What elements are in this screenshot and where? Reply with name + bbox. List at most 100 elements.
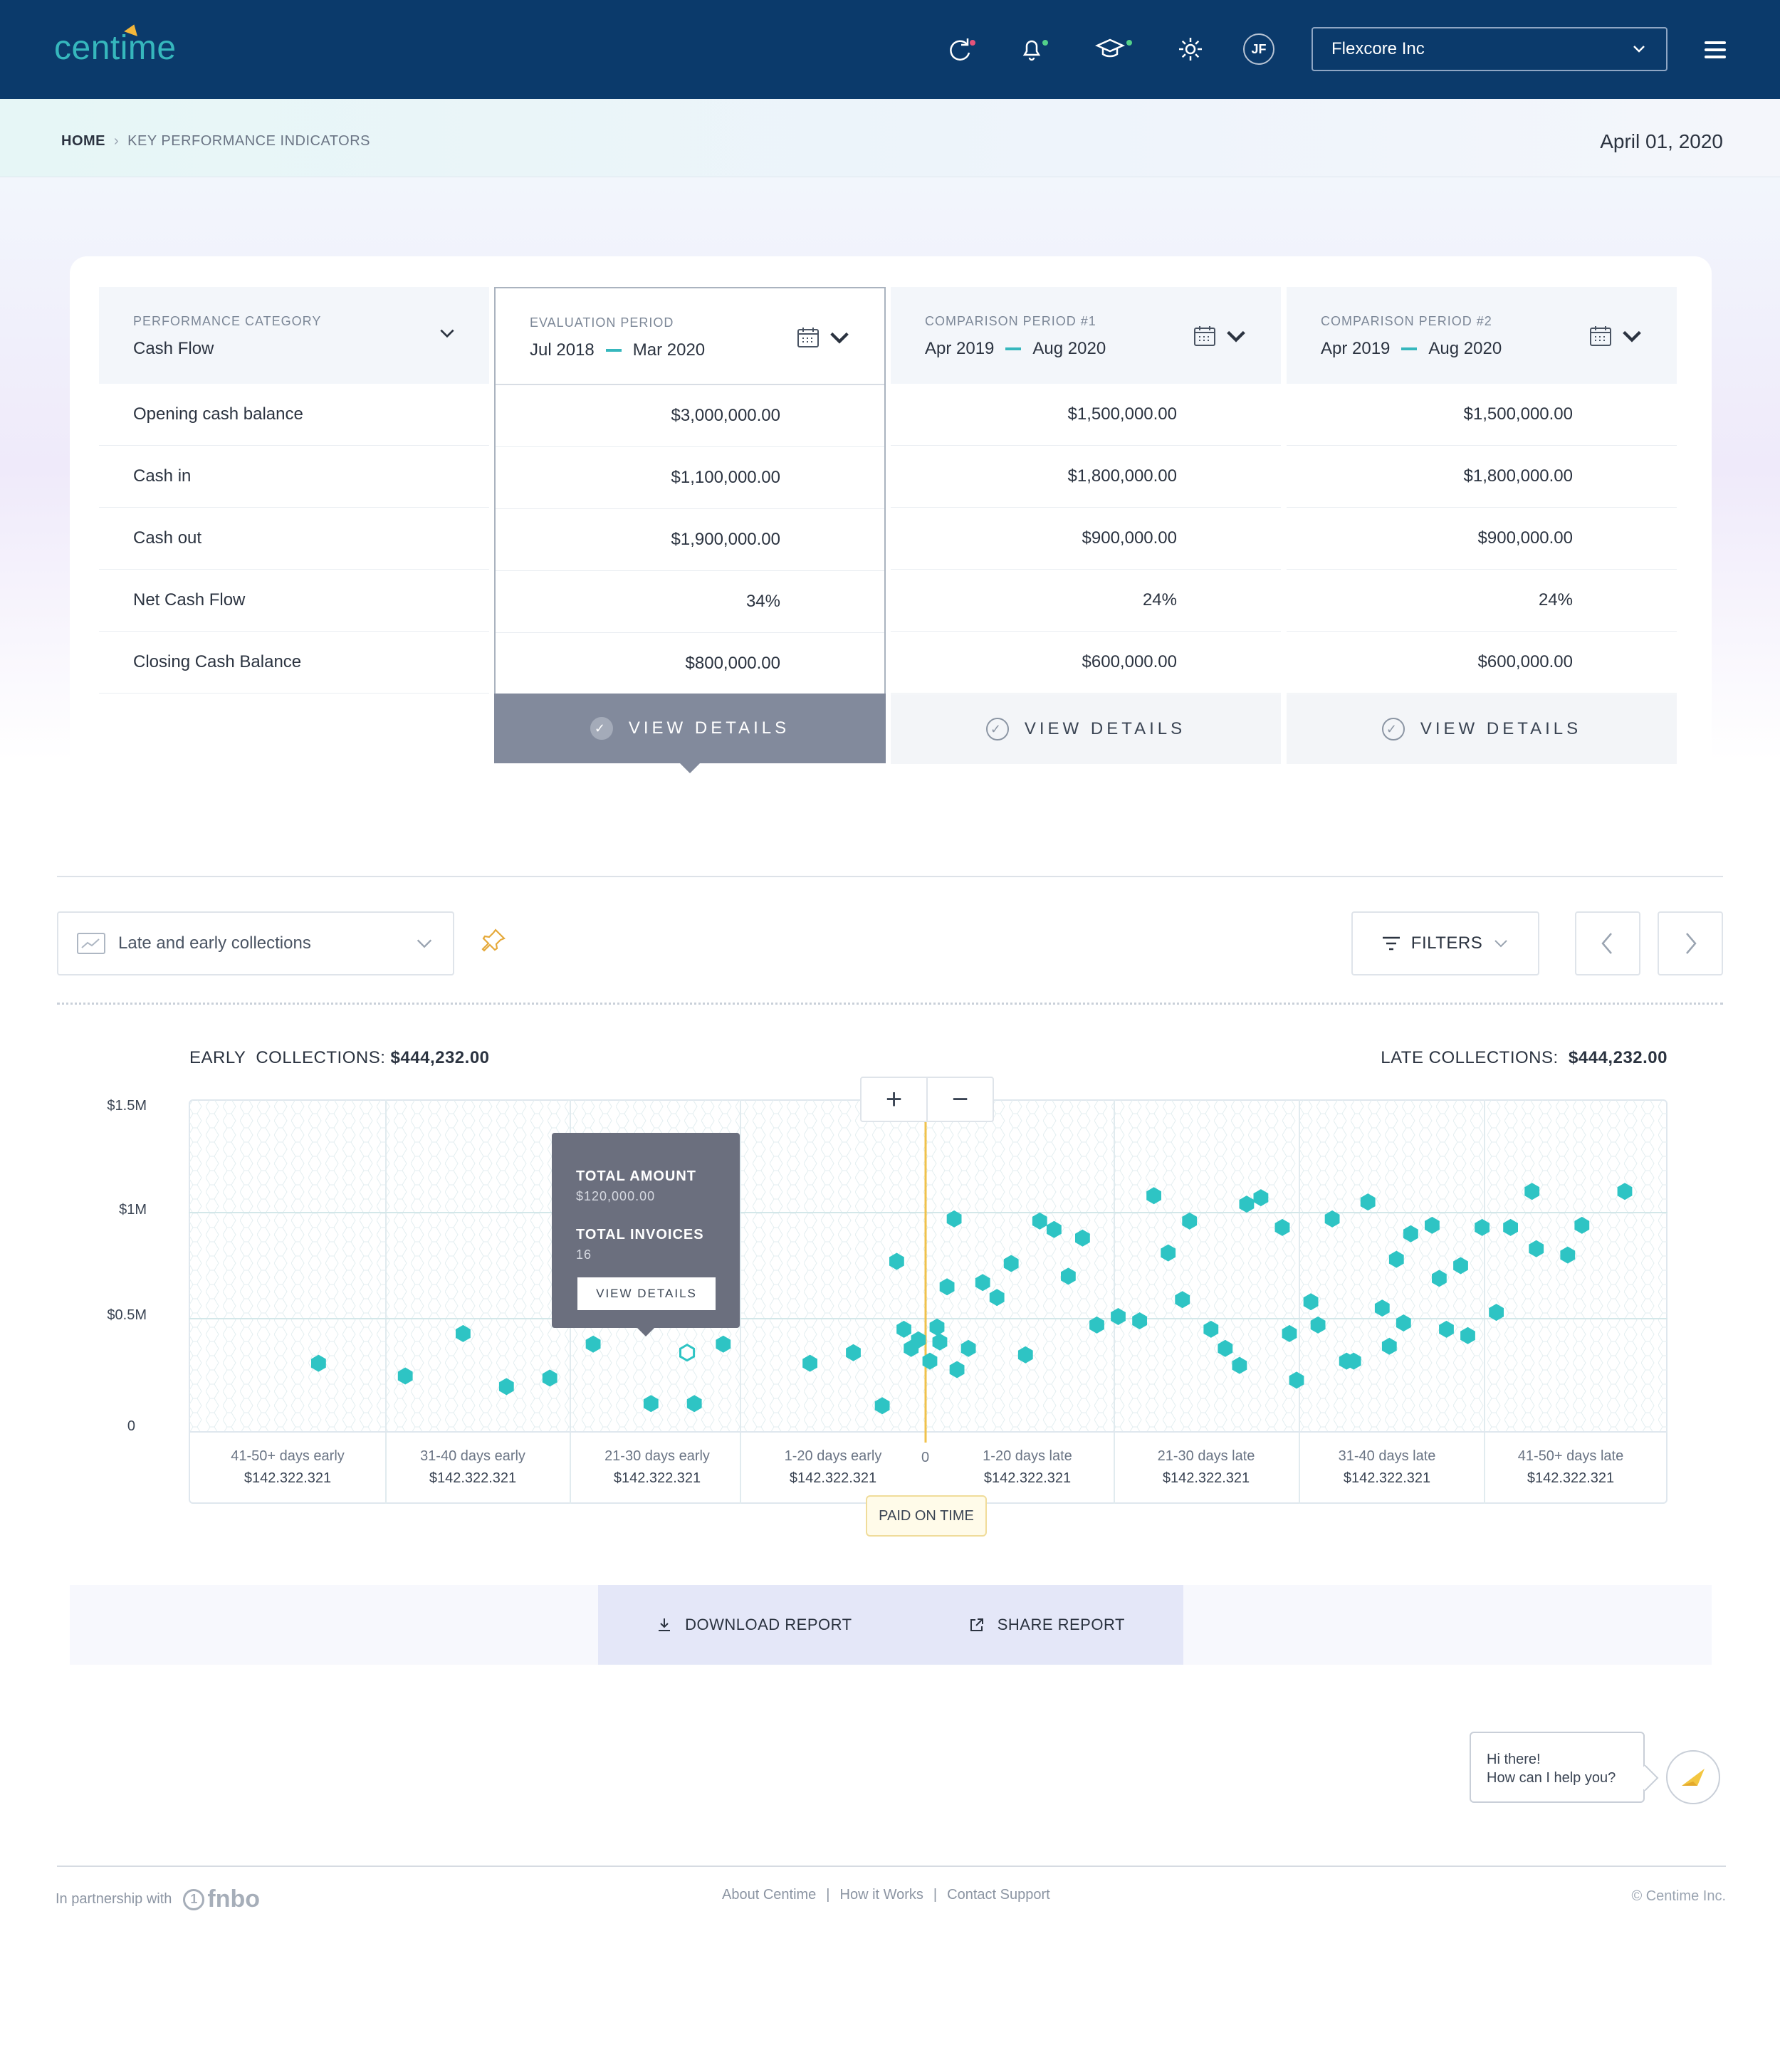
scatter-point[interactable] — [1111, 1308, 1126, 1325]
scatter-point[interactable] — [1047, 1220, 1062, 1238]
share-report-button[interactable]: SHARE REPORT — [969, 1616, 1125, 1634]
scatter-point[interactable] — [946, 1210, 962, 1228]
scatter-point[interactable] — [1061, 1267, 1076, 1285]
evaluation-period-selector[interactable]: EVALUATION PERIOD Jul 2018 Mar 2020 — [496, 288, 884, 385]
scatter-point[interactable] — [960, 1339, 976, 1357]
scatter-point[interactable] — [1303, 1293, 1319, 1311]
filters-button[interactable]: FILTERS — [1351, 911, 1539, 975]
scatter-point[interactable] — [932, 1333, 948, 1351]
menu-icon[interactable] — [1705, 41, 1726, 63]
x-category[interactable]: 1-20 days early $142.322.321 — [784, 1448, 882, 1486]
sync-icon[interactable] — [941, 31, 977, 67]
footer-link-about[interactable]: About Centime — [722, 1887, 817, 1903]
x-category[interactable]: 21-30 days late $142.322.321 — [1157, 1448, 1255, 1486]
scatter-point[interactable] — [1388, 1250, 1404, 1268]
scatter-point[interactable] — [1460, 1327, 1475, 1344]
scatter-point[interactable] — [1560, 1246, 1576, 1264]
scatter-point[interactable] — [989, 1289, 1005, 1307]
comparison2-view-details-button[interactable]: ✓ VIEW DETAILS — [1287, 694, 1677, 764]
breadcrumb-home[interactable]: HOME — [61, 133, 105, 149]
scatter-point[interactable] — [585, 1335, 601, 1353]
scatter-point[interactable] — [896, 1320, 911, 1338]
x-category[interactable]: 41-50+ days late $142.322.321 — [1517, 1448, 1624, 1486]
scatter-point[interactable] — [1203, 1320, 1219, 1338]
tooltip-view-details-button[interactable]: VIEW DETAILS — [577, 1277, 716, 1310]
scatter-point[interactable] — [542, 1369, 557, 1387]
scatter-point[interactable] — [1239, 1195, 1255, 1213]
scatter-point[interactable] — [1146, 1187, 1161, 1205]
previous-button[interactable] — [1575, 911, 1640, 975]
selected-scatter-point[interactable] — [679, 1343, 696, 1362]
scatter-point[interactable] — [1453, 1257, 1468, 1275]
footer-link-contact-support[interactable]: Contact Support — [947, 1887, 1050, 1903]
category-selector[interactable]: PERFORMANCE CATEGORY Cash Flow — [99, 287, 489, 384]
x-category[interactable]: 31-40 days early $142.322.321 — [420, 1448, 525, 1486]
chart-view-selector[interactable]: Late and early collections — [57, 911, 454, 975]
scatter-point[interactable] — [1574, 1216, 1590, 1234]
comparison1-view-details-button[interactable]: ✓ VIEW DETAILS — [891, 694, 1281, 764]
scatter-point[interactable] — [1182, 1212, 1198, 1230]
scatter-point[interactable] — [498, 1378, 514, 1396]
x-category[interactable]: 31-40 days late $142.322.321 — [1338, 1448, 1436, 1486]
download-report-button[interactable]: DOWNLOAD REPORT — [656, 1616, 852, 1634]
chat-launcher-button[interactable] — [1666, 1750, 1720, 1804]
scatter-point[interactable] — [939, 1278, 955, 1296]
scatter-point[interactable] — [1503, 1218, 1518, 1236]
scatter-point[interactable] — [1289, 1371, 1304, 1389]
scatter-point[interactable] — [846, 1344, 861, 1361]
chat-greeting-bubble[interactable]: Hi there! How can I help you? — [1470, 1732, 1659, 1803]
company-selector[interactable]: Flexcore Inc — [1312, 27, 1668, 71]
scatter-point[interactable] — [889, 1252, 904, 1270]
comparison1-period-selector[interactable]: COMPARISON PERIOD #1 Apr 2019 Aug 2020 — [891, 287, 1281, 384]
next-button[interactable] — [1658, 911, 1723, 975]
pin-icon[interactable] — [480, 926, 508, 954]
scatter-point[interactable] — [1282, 1324, 1297, 1342]
scatter-point[interactable] — [1218, 1339, 1233, 1357]
scatter-point[interactable] — [802, 1354, 817, 1372]
x-category[interactable]: 1-20 days late $142.322.321 — [983, 1448, 1072, 1486]
scatter-point[interactable] — [922, 1352, 938, 1370]
scatter-point[interactable] — [1161, 1244, 1176, 1262]
scatter-point[interactable] — [1032, 1212, 1047, 1230]
graduation-cap-icon[interactable] — [1092, 31, 1132, 67]
scatter-point[interactable] — [1175, 1291, 1190, 1309]
scatter-point[interactable] — [874, 1397, 890, 1415]
zoom-out-button[interactable]: − — [951, 1083, 969, 1115]
scatter-point[interactable] — [1432, 1270, 1447, 1287]
scatter-point[interactable] — [1381, 1337, 1397, 1355]
scatter-point[interactable] — [1089, 1316, 1104, 1334]
comparison2-period-selector[interactable]: COMPARISON PERIOD #2 Apr 2019 Aug 2020 — [1287, 287, 1677, 384]
scatter-point[interactable] — [643, 1395, 659, 1413]
scatter-point[interactable] — [1075, 1229, 1090, 1247]
scatter-point[interactable] — [716, 1335, 731, 1353]
scatter-point[interactable] — [929, 1318, 945, 1336]
scatter-point[interactable] — [1529, 1240, 1544, 1257]
scatter-point[interactable] — [1524, 1183, 1540, 1200]
scatter-point[interactable] — [1403, 1225, 1418, 1242]
scatter-point[interactable] — [1346, 1352, 1361, 1370]
scatter-point[interactable] — [1274, 1218, 1290, 1236]
x-category[interactable]: 21-30 days early $142.322.321 — [604, 1448, 710, 1486]
evaluation-view-details-button[interactable]: ✓ VIEW DETAILS — [494, 694, 886, 773]
scatter-point[interactable] — [1489, 1304, 1504, 1322]
scatter-point[interactable] — [1253, 1189, 1269, 1207]
footer-link-how-it-works[interactable]: How it Works — [839, 1887, 923, 1903]
scatter-point[interactable] — [311, 1354, 326, 1372]
gear-icon[interactable] — [1173, 31, 1208, 67]
scatter-point[interactable] — [949, 1361, 965, 1378]
scatter-point[interactable] — [456, 1324, 471, 1342]
scatter-point[interactable] — [1310, 1316, 1326, 1334]
scatter-point[interactable] — [686, 1395, 702, 1413]
scatter-point[interactable] — [1617, 1183, 1633, 1200]
scatter-point[interactable] — [1003, 1255, 1019, 1272]
scatter-point[interactable] — [1017, 1346, 1033, 1364]
user-avatar[interactable]: JF — [1243, 33, 1274, 65]
centime-logo[interactable]: centime — [54, 22, 177, 68]
scatter-point[interactable] — [1475, 1218, 1490, 1236]
scatter-point[interactable] — [1132, 1312, 1147, 1329]
bell-icon[interactable] — [1014, 31, 1049, 67]
scatter-point[interactable] — [397, 1367, 413, 1385]
scatter-point[interactable] — [1439, 1320, 1454, 1338]
scatter-point[interactable] — [1396, 1314, 1411, 1331]
scatter-point[interactable] — [975, 1274, 990, 1292]
